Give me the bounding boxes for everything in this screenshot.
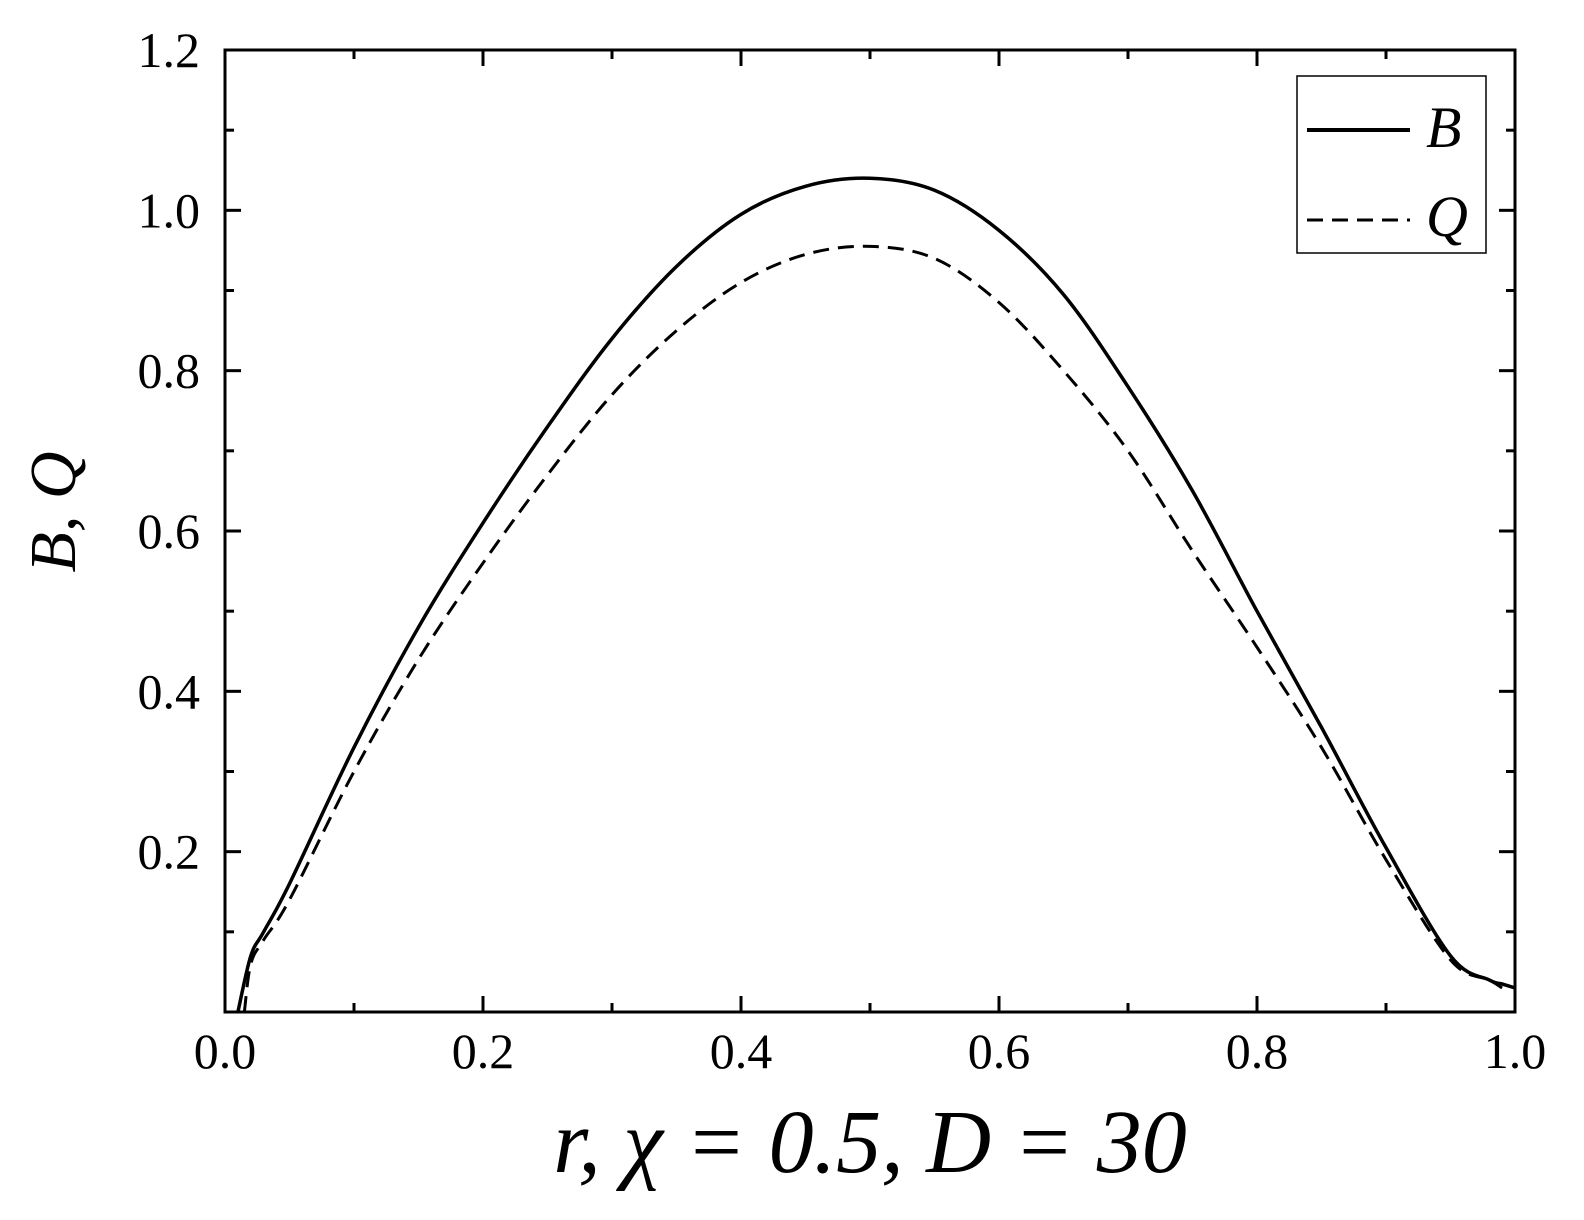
y-tick-label: 1.2 [138,22,201,78]
y-tick-label: 1.0 [138,182,201,238]
x-axis-title: r, χ = 0.5, D = 30 [553,1093,1187,1192]
x-tick-label: 0.0 [194,1023,257,1079]
x-tick-label: 0.2 [452,1023,515,1079]
legend-label-b: B [1426,95,1461,160]
ticks-layer: 0.0 0.2 0.4 0.6 0.8 1.0 0.2 0.4 0.6 0.8 1.0 1.2 [138,22,1547,1079]
x-tick-label: 0.6 [968,1023,1031,1079]
legend-box [1296,75,1487,254]
series-line-q [242,244,1503,1013]
legend-label-q: Q [1426,184,1468,249]
y-tick-label: 0.2 [138,824,201,880]
y-tick-label: 0.6 [138,503,201,559]
legend: B Q [1296,75,1487,254]
x-tick-label: 0.4 [710,1023,773,1079]
x-tick-label: 0.8 [1226,1023,1289,1079]
y-tick-label: 0.8 [138,343,201,399]
series-layer [236,176,1516,1013]
y-axis-title: B, Q [17,452,90,573]
x-tick-label: 1.0 [1484,1023,1547,1079]
series-line-b [236,176,1516,1013]
y-tick-label: 0.4 [138,663,201,719]
